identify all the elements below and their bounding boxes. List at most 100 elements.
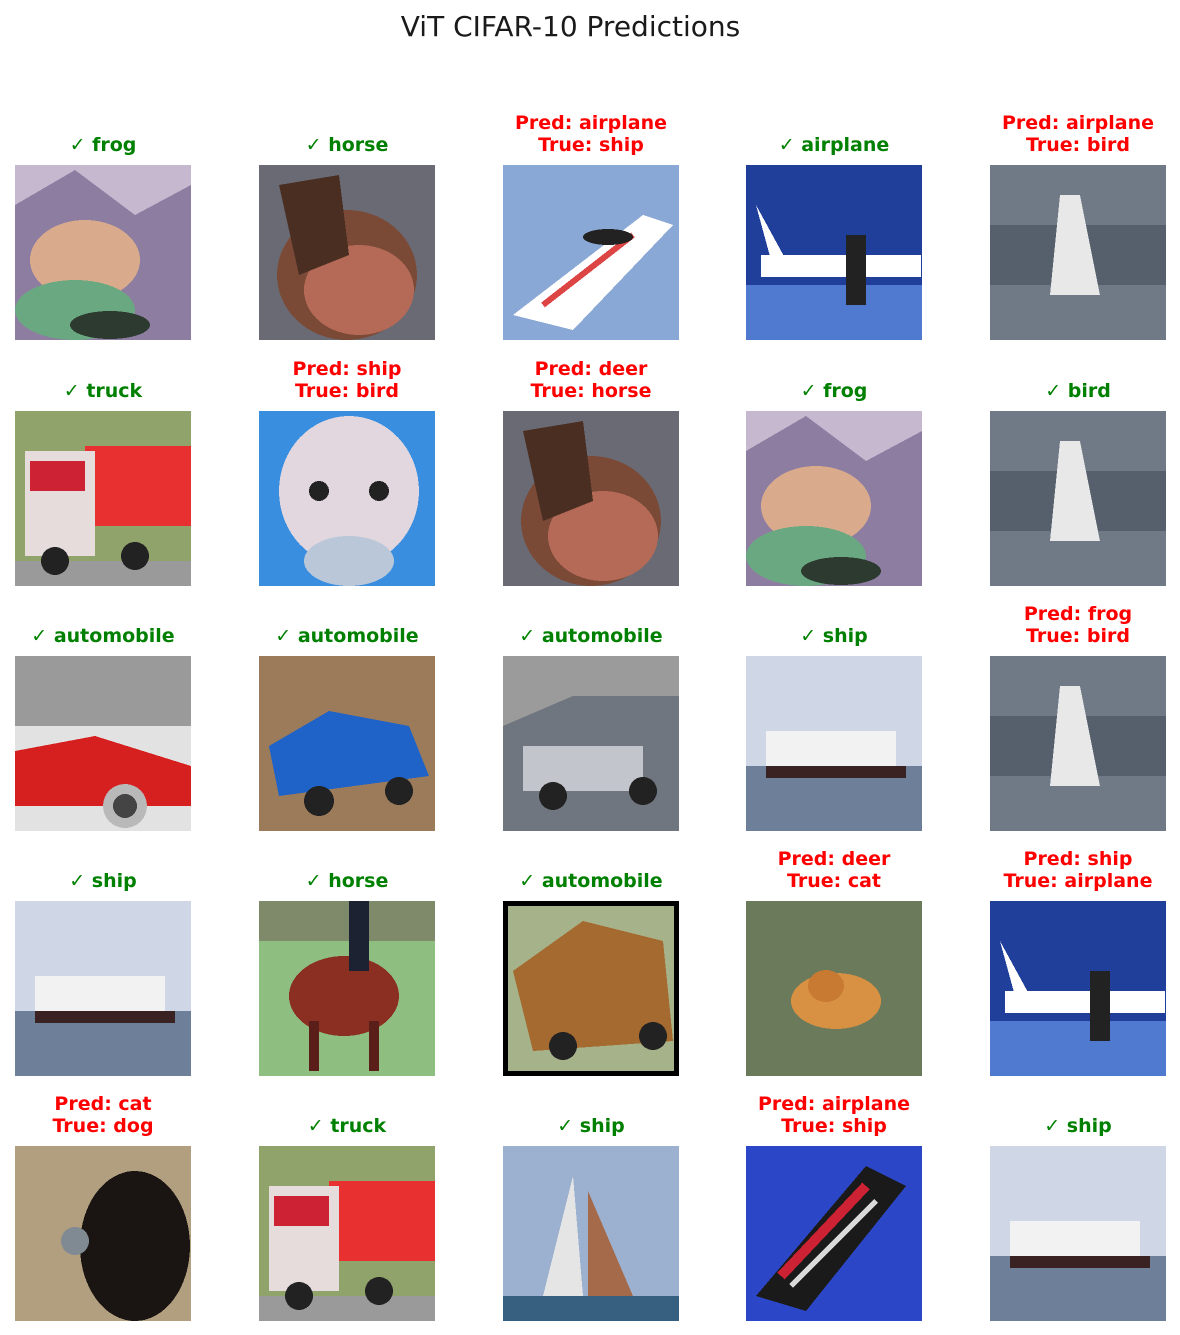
caption-line-2: True: horse: [530, 380, 652, 402]
red-car-image: [15, 656, 191, 831]
airplane-image: [746, 165, 922, 340]
caption-line-1: Pred: cat: [54, 1093, 152, 1115]
caption-line-1: ✓ frog: [800, 380, 868, 402]
incorrect-label: Pred: deer True: horse: [463, 358, 719, 402]
caption-line-2: True: cat: [786, 870, 882, 892]
blue-car-image: [259, 656, 435, 831]
caption-line-2: True: bird: [1026, 625, 1130, 647]
prediction-cell: ✓ automobile: [15, 601, 191, 831]
ship-image: [15, 901, 191, 1076]
caption-line-1: Pred: airplane: [757, 1093, 911, 1115]
incorrect-label: Pred: airplane True: ship: [706, 1093, 962, 1137]
prediction-cell: ✓ automobile: [503, 601, 679, 831]
vintage-car-image: [503, 901, 679, 1076]
caption-line-2: True: bird: [295, 380, 399, 402]
caption-line-1: Pred: airplane: [1001, 112, 1155, 134]
truck-image: [15, 411, 191, 586]
prediction-cell: ✓ horse: [259, 110, 435, 340]
correct-label: ✓ truck: [219, 1115, 475, 1137]
caption-line-1: ✓ frog: [69, 134, 137, 156]
prediction-cell: Pred: airplane True: bird: [990, 110, 1166, 340]
ship-image: [990, 1146, 1166, 1321]
correct-label: ✓ frog: [0, 134, 231, 156]
caption-line-1: Pred: frog: [1023, 603, 1133, 625]
caption-line-1: Pred: deer: [534, 358, 648, 380]
caption-line-1: ✓ ship: [557, 1115, 625, 1137]
correct-label: ✓ ship: [0, 870, 231, 892]
caption-line-1: ✓ horse: [305, 870, 389, 892]
prediction-cell: ✓ airplane: [746, 110, 922, 340]
incorrect-label: Pred: ship True: bird: [219, 358, 475, 402]
caption-line-1: ✓ ship: [1044, 1115, 1112, 1137]
correct-label: ✓ automobile: [463, 625, 719, 647]
bird-image: [990, 656, 1166, 831]
caption-line-1: ✓ horse: [305, 134, 389, 156]
correct-label: ✓ ship: [463, 1115, 719, 1137]
prediction-cell: Pred: airplane True: ship: [503, 110, 679, 340]
correct-label: ✓ automobile: [219, 625, 475, 647]
correct-label: ✓ truck: [0, 380, 231, 402]
incorrect-label: Pred: airplane True: bird: [950, 112, 1180, 156]
caption-line-1: Pred: ship: [292, 358, 402, 380]
prediction-cell: Pred: ship True: bird: [259, 356, 435, 586]
frog-image: [15, 165, 191, 340]
prediction-cell: ✓ truck: [259, 1091, 435, 1321]
caption-line-1: ✓ airplane: [778, 134, 890, 156]
airplane-image: [990, 901, 1166, 1076]
correct-label: ✓ ship: [706, 625, 962, 647]
truck-image: [259, 1146, 435, 1321]
caption-line-1: Pred: deer: [777, 848, 891, 870]
incorrect-label: Pred: ship True: airplane: [950, 848, 1180, 892]
caption-line-1: ✓ automobile: [275, 625, 419, 647]
sailboat-image: [503, 1146, 679, 1321]
cat-image: [746, 901, 922, 1076]
figure-title: ViT CIFAR-10 Predictions: [400, 10, 741, 43]
caption-line-1: ✓ automobile: [519, 625, 663, 647]
prediction-cell: ✓ horse: [259, 846, 435, 1076]
cargo-ship-image: [746, 1146, 922, 1321]
correct-label: ✓ automobile: [463, 870, 719, 892]
prediction-cell: ✓ ship: [15, 846, 191, 1076]
speedboat-image: [503, 165, 679, 340]
correct-label: ✓ bird: [950, 380, 1180, 402]
prediction-cell: Pred: frog True: bird: [990, 601, 1166, 831]
caption-line-2: True: dog: [52, 1115, 154, 1137]
prediction-cell: Pred: deer True: cat: [746, 846, 922, 1076]
prediction-cell: Pred: ship True: airplane: [990, 846, 1166, 1076]
prediction-cell: ✓ frog: [746, 356, 922, 586]
horse-image: [503, 411, 679, 586]
prediction-cell: ✓ automobile: [503, 846, 679, 1076]
caption-line-1: Pred: ship: [1023, 848, 1133, 870]
frog-image: [746, 411, 922, 586]
ostrich-image: [259, 411, 435, 586]
correct-label: ✓ frog: [706, 380, 962, 402]
caption-line-1: ✓ ship: [69, 870, 137, 892]
prediction-cell: ✓ automobile: [259, 601, 435, 831]
prediction-cell: ✓ ship: [746, 601, 922, 831]
caption-line-2: True: ship: [538, 134, 644, 156]
horse-image: [259, 165, 435, 340]
caption-line-1: Pred: airplane: [514, 112, 668, 134]
incorrect-label: Pred: frog True: bird: [950, 603, 1180, 647]
prediction-cell: ✓ ship: [990, 1091, 1166, 1321]
prediction-cell: ✓ frog: [15, 110, 191, 340]
caption-line-1: ✓ automobile: [31, 625, 175, 647]
caption-line-2: True: bird: [1026, 134, 1130, 156]
bird-image: [990, 411, 1166, 586]
grey-car-image: [503, 656, 679, 831]
bird-image: [990, 165, 1166, 340]
correct-label: ✓ horse: [219, 134, 475, 156]
prediction-cell: Pred: airplane True: ship: [746, 1091, 922, 1321]
correct-label: ✓ automobile: [0, 625, 231, 647]
prediction-cell: ✓ truck: [15, 356, 191, 586]
caption-line-1: ✓ bird: [1045, 380, 1111, 402]
dog-image: [15, 1146, 191, 1321]
incorrect-label: Pred: deer True: cat: [706, 848, 962, 892]
caption-line-2: True: airplane: [1003, 870, 1153, 892]
caption-line-1: ✓ truck: [63, 380, 143, 402]
prediction-cell: Pred: cat True: dog: [15, 1091, 191, 1321]
ship-image: [746, 656, 922, 831]
correct-label: ✓ horse: [219, 870, 475, 892]
prediction-cell: ✓ bird: [990, 356, 1166, 586]
caption-line-1: ✓ ship: [800, 625, 868, 647]
